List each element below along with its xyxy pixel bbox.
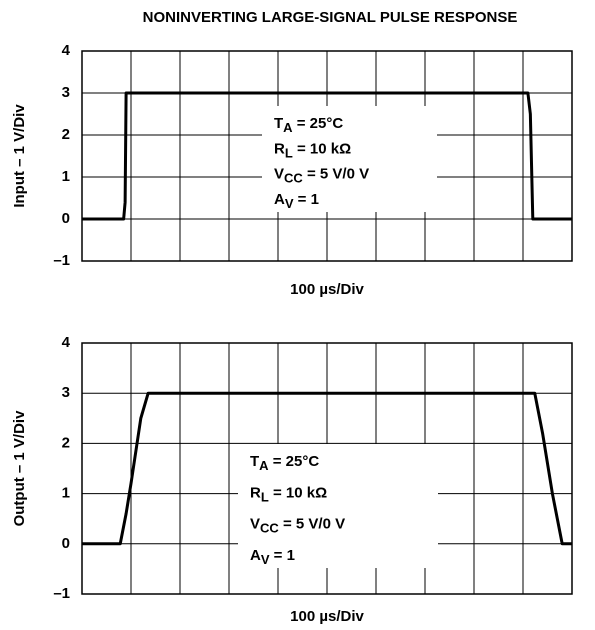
annotation-line: RL = 10 kΩ (274, 140, 351, 160)
annotation-sub: L (261, 490, 269, 505)
y-tick-label: 4 (62, 42, 71, 59)
annotation-rest: = 5 V/0 V (279, 516, 345, 533)
y-tick-label: 2 (62, 126, 70, 143)
y-tick-label: 0 (62, 210, 70, 227)
y-tick-label: –1 (53, 585, 70, 602)
y-tick-label: 1 (62, 485, 70, 502)
annotation-rest: = 5 V/0 V (303, 166, 369, 183)
annotation-rest: = 1 (294, 191, 319, 208)
annotation-sub: A (283, 120, 293, 135)
annotation-sub: A (259, 458, 269, 473)
annotation-line: AV = 1 (274, 191, 319, 211)
annotation-line: AV = 1 (250, 547, 295, 567)
annotation-rest: = 25°C (293, 115, 344, 132)
annotation-main: T (274, 115, 283, 132)
y-tick-label: 0 (62, 535, 70, 552)
annotation-rest: = 10 kΩ (293, 140, 351, 157)
y-axis-label: Input – 1 V/Div (11, 104, 28, 208)
annotation-line: TA = 25°C (250, 453, 319, 473)
annotation-line: VCC = 5 V/0 V (274, 166, 369, 186)
annotation-box (262, 106, 437, 212)
plot-frame (81, 50, 573, 262)
annotation-main: V (250, 516, 260, 533)
annotation-main: A (274, 191, 285, 208)
y-tick-label: 4 (62, 334, 71, 351)
annotation-rest: = 25°C (269, 453, 320, 470)
signal-line (82, 91, 572, 221)
annotation-sub: V (261, 552, 270, 567)
annotation-main: T (250, 453, 259, 470)
y-tick-label: 3 (62, 84, 70, 101)
y-tick-label: 1 (62, 168, 70, 185)
annotation-sub: CC (260, 521, 279, 536)
chart-title: NONINVERTING LARGE-SIGNAL PULSE RESPONSE (143, 9, 518, 26)
y-tick-label: –1 (53, 252, 70, 269)
annotation-sub: L (285, 146, 293, 161)
signal-line (82, 391, 572, 546)
annotation-main: V (274, 166, 284, 183)
plot-frame (81, 342, 573, 595)
annotation-line: VCC = 5 V/0 V (250, 516, 345, 536)
y-tick-label: 3 (62, 384, 70, 401)
annotation-main: R (274, 140, 285, 157)
y-tick-label: 2 (62, 434, 70, 451)
annotation-sub: V (285, 196, 294, 211)
annotation-line: RL = 10 kΩ (250, 484, 327, 504)
x-axis-label: 100 µs/Div (290, 608, 364, 625)
annotation-main: R (250, 484, 261, 501)
annotation-main: A (250, 547, 261, 564)
annotation-line: TA = 25°C (274, 115, 343, 135)
annotation-box (238, 444, 438, 568)
y-axis-label: Output – 1 V/Div (11, 410, 28, 527)
annotation-rest: = 1 (270, 547, 295, 564)
annotation-sub: CC (284, 171, 303, 186)
x-axis-label: 100 µs/Div (290, 281, 364, 298)
annotation-rest: = 10 kΩ (269, 484, 327, 501)
